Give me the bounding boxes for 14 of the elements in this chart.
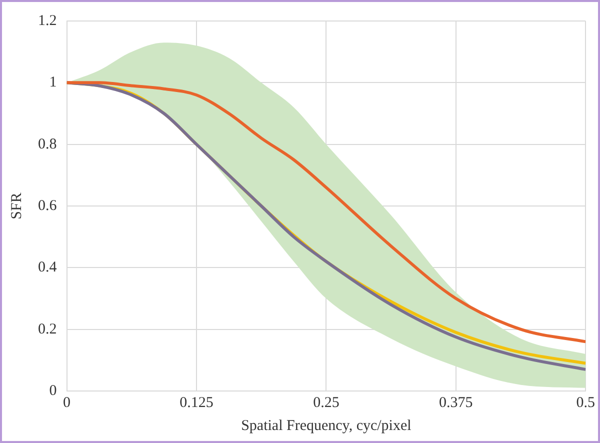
y-tick-label: 0.4 (38, 260, 58, 276)
x-tick-label: 0.375 (439, 394, 473, 411)
y-tick-label: 1.2 (38, 12, 57, 29)
y-tick-label: 1 (49, 74, 57, 91)
x-tick-label: 0.5 (576, 394, 595, 411)
y-tick-label: 0 (49, 382, 57, 399)
y-tick-label: 0.2 (38, 321, 57, 338)
y-axis-title: SFR (8, 192, 25, 220)
x-tick-label: 0 (63, 394, 70, 411)
x-tick-label: 0.25 (313, 394, 340, 411)
x-axis-title: Spatial Frequency, cyc/pixel (241, 418, 412, 434)
y-tick-label: 0.8 (38, 136, 57, 152)
y-tick-label: 0.6 (38, 198, 58, 214)
x-tick-label: 0.125 (180, 394, 214, 411)
